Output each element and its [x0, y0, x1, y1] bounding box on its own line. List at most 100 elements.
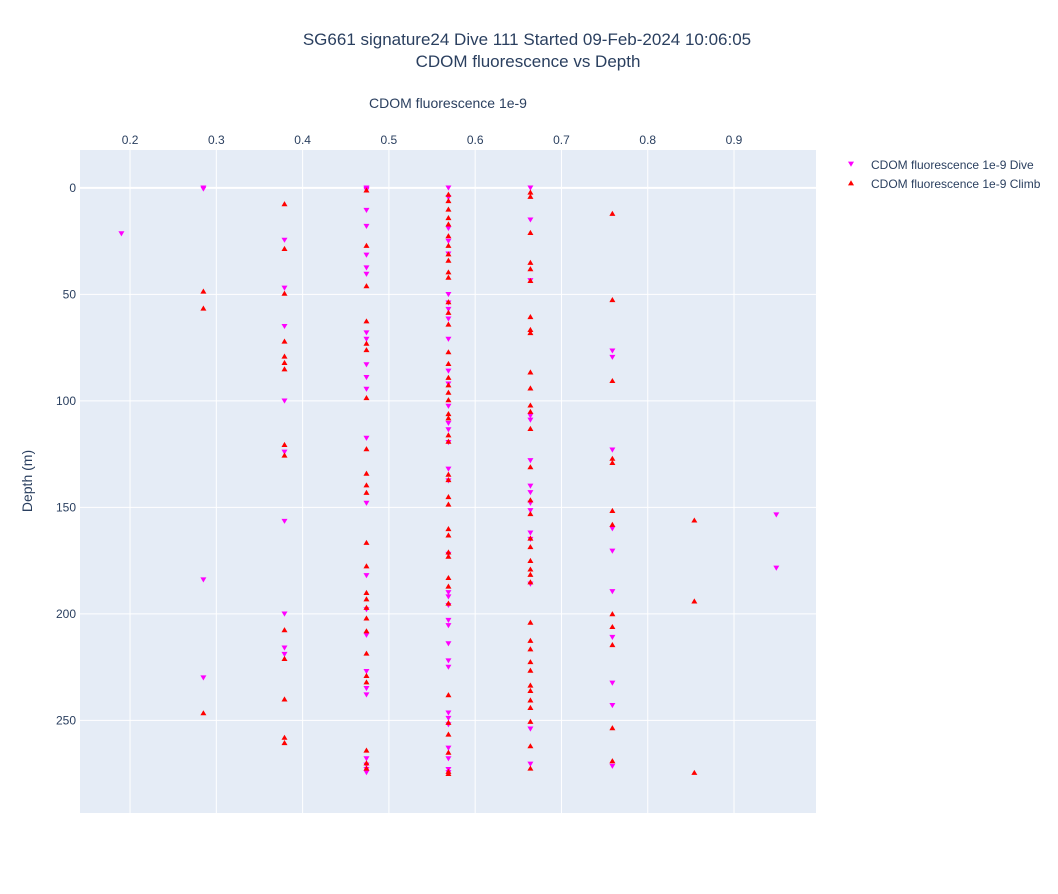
- data-point: [363, 362, 370, 368]
- data-point: [609, 642, 616, 648]
- x-axis-ticks: 0.2 0.3 0.4 0.5 0.6 0.7 0.8 0.9: [122, 133, 743, 147]
- data-point: [527, 544, 534, 550]
- data-point: [609, 703, 616, 709]
- data-point: [445, 745, 452, 751]
- data-point: [363, 435, 370, 441]
- data-point: [445, 692, 452, 698]
- data-point: [609, 623, 616, 630]
- data-point: [445, 756, 452, 762]
- data-point: [773, 565, 780, 571]
- data-points: [118, 185, 780, 776]
- data-point: [445, 197, 452, 204]
- data-point: [445, 257, 452, 263]
- data-point: [527, 458, 534, 464]
- data-point: [527, 508, 534, 514]
- data-point: [445, 309, 452, 315]
- data-point: [363, 271, 370, 277]
- data-point: [445, 360, 452, 367]
- data-point: [527, 687, 534, 693]
- data-point: [609, 763, 616, 769]
- data-point: [445, 251, 452, 257]
- data-point: [527, 530, 534, 536]
- legend[interactable]: CDOM fluorescence 1e-9 Dive CDOM fluoresc…: [848, 158, 1041, 191]
- data-point: [281, 290, 288, 296]
- data-point: [445, 410, 452, 417]
- data-point: [363, 283, 370, 289]
- data-point: [363, 770, 370, 776]
- x-tick-label: 0.2: [122, 133, 139, 147]
- data-point: [200, 186, 207, 192]
- data-point: [445, 374, 452, 380]
- data-point: [445, 321, 452, 327]
- data-point: [363, 482, 370, 488]
- data-point: [527, 408, 534, 414]
- data-point: [445, 476, 452, 483]
- x-tick-label: 0.7: [553, 133, 570, 147]
- data-point: [363, 207, 370, 213]
- data-point: [527, 189, 534, 195]
- data-point: [445, 306, 452, 313]
- data-point: [445, 532, 452, 538]
- data-point: [363, 604, 370, 610]
- data-point: [445, 594, 452, 600]
- data-point: [445, 494, 452, 500]
- data-point: [527, 497, 534, 503]
- data-point: [609, 548, 616, 554]
- x-tick-label: 0.3: [208, 133, 225, 147]
- data-point: [363, 265, 370, 271]
- data-point: [445, 710, 452, 716]
- data-point: [527, 566, 534, 572]
- data-point: [527, 229, 534, 236]
- data-point: [363, 340, 370, 346]
- data-point: [527, 385, 534, 391]
- y-axis-ticks: 0 50 100 150 200 250: [56, 181, 76, 727]
- data-point: [281, 655, 288, 661]
- legend-label: CDOM fluorescence 1e-9 Dive: [871, 158, 1034, 172]
- legend-marker: [848, 180, 854, 186]
- data-point: [445, 617, 452, 623]
- data-point: [445, 749, 452, 755]
- data-point: [527, 425, 534, 431]
- data-point: [527, 259, 534, 265]
- data-point: [445, 770, 452, 776]
- data-point: [527, 535, 534, 541]
- legend-item[interactable]: CDOM fluorescence 1e-9 Dive: [848, 158, 1034, 172]
- data-point: [609, 455, 616, 461]
- data-point: [527, 314, 534, 320]
- data-point: [445, 525, 452, 532]
- x-tick-label: 0.8: [639, 133, 656, 147]
- data-point: [609, 611, 616, 617]
- x-tick-label: 0.9: [726, 133, 743, 147]
- data-point: [363, 686, 370, 692]
- x-tick-label: 0.4: [294, 133, 311, 147]
- data-point: [609, 297, 616, 303]
- legend-item[interactable]: CDOM fluorescence 1e-9 Climb: [848, 177, 1041, 191]
- data-point: [281, 627, 288, 633]
- data-point: [527, 464, 534, 470]
- data-point: [363, 470, 370, 476]
- data-point: [200, 577, 207, 583]
- data-point: [363, 596, 370, 602]
- data-point: [445, 336, 452, 342]
- data-point: [527, 667, 534, 673]
- data-point: [281, 237, 288, 243]
- data-point: [527, 637, 534, 643]
- data-point: [363, 756, 370, 762]
- data-point: [609, 459, 616, 466]
- series-climb: [200, 187, 698, 776]
- data-point: [527, 557, 534, 564]
- data-point: [363, 336, 370, 342]
- data-point: [363, 242, 370, 248]
- data-point: [445, 206, 452, 212]
- data-point: [609, 377, 616, 384]
- data-point: [363, 489, 370, 495]
- data-point: [363, 573, 370, 579]
- data-point: [445, 719, 452, 725]
- data-point: [363, 318, 370, 324]
- data-point: [527, 726, 534, 732]
- data-point: [445, 242, 452, 248]
- data-point: [527, 743, 534, 749]
- data-point: [609, 447, 616, 453]
- data-point: [445, 641, 452, 647]
